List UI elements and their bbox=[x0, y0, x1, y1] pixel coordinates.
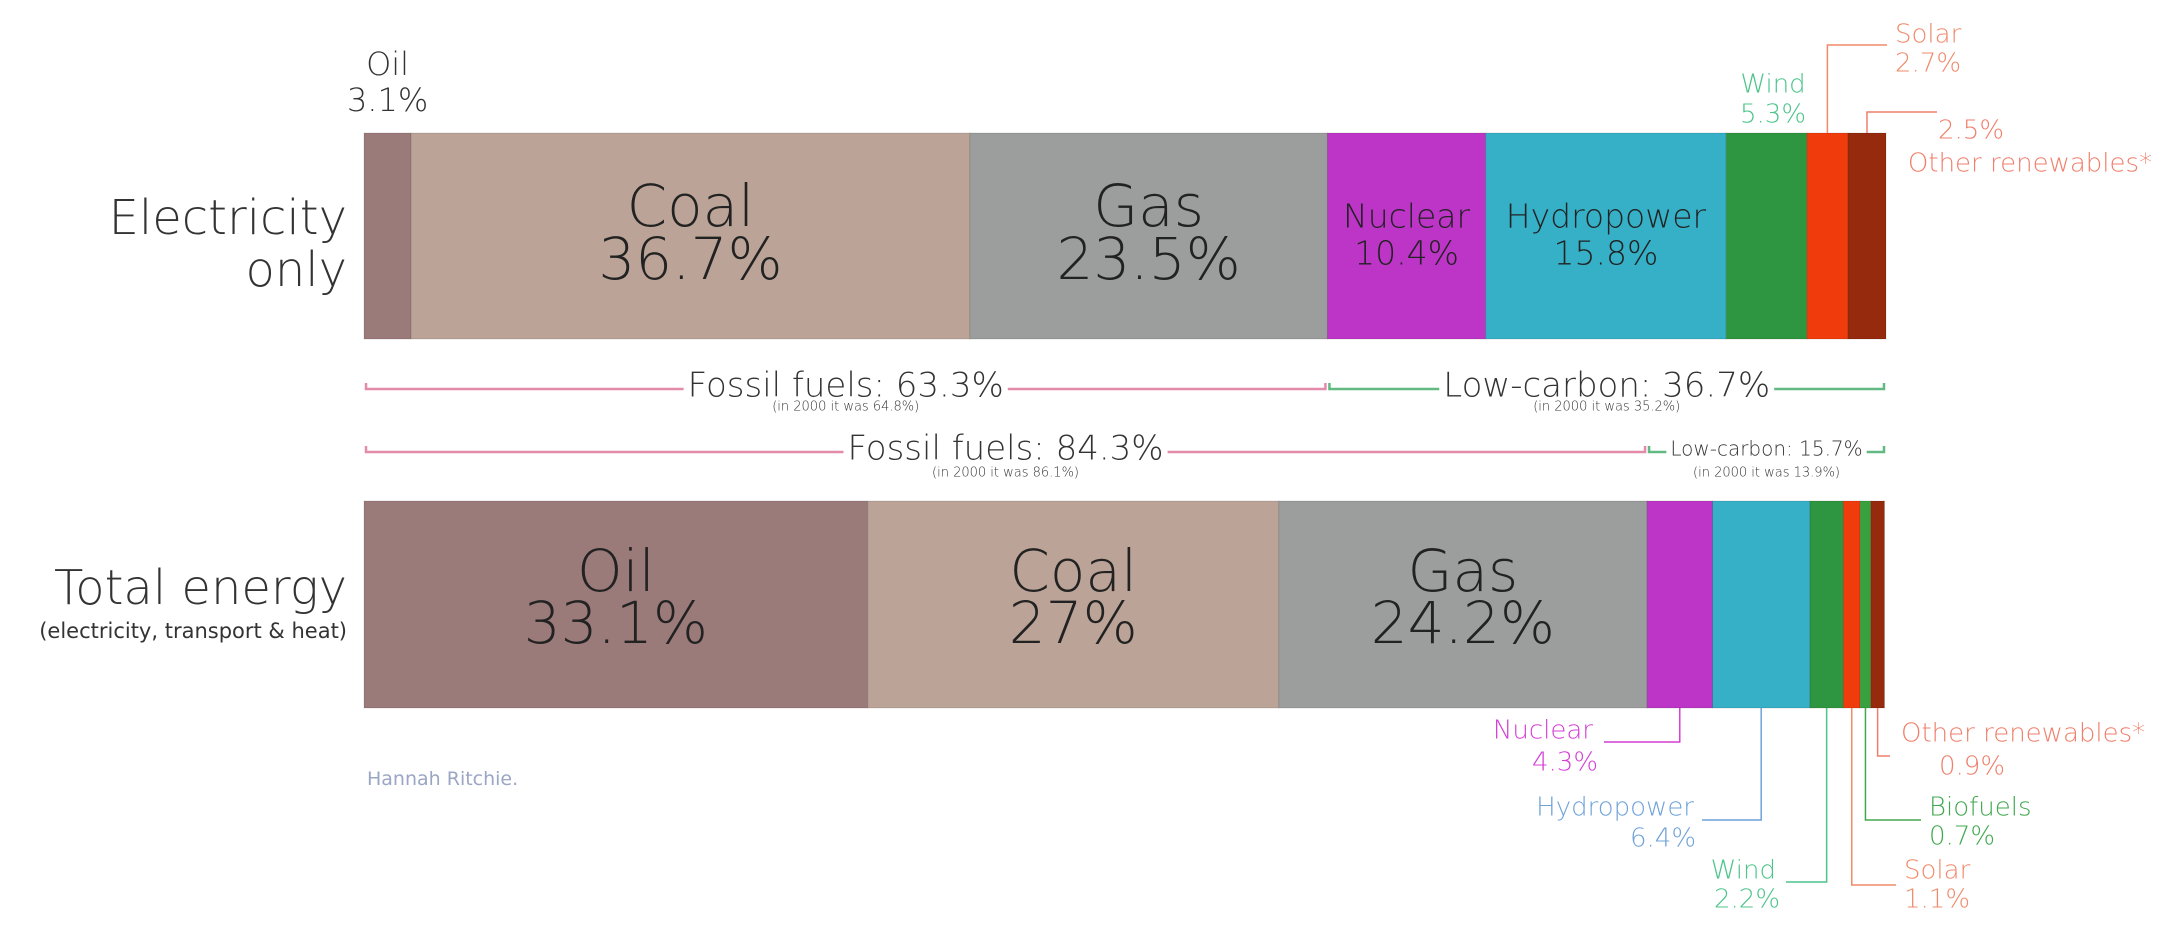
segment-value: 2.5% bbox=[1938, 116, 2004, 146]
leader-line bbox=[1604, 708, 1681, 743]
group-note: (in 2000 it was 13.9%) bbox=[1693, 466, 1840, 481]
segment-value: 23.5% bbox=[1056, 225, 1240, 293]
bar-segment bbox=[867, 500, 1280, 709]
segment-name: Other renewables* bbox=[1901, 719, 2145, 749]
leader-line bbox=[1786, 708, 1828, 883]
group-label: Fossil fuels: 84.3% bbox=[847, 429, 1163, 469]
segment-value: 10.4% bbox=[1354, 234, 1459, 273]
segment-name: Gas bbox=[1093, 172, 1204, 240]
bar-segment bbox=[1870, 500, 1885, 709]
group-label: Fossil fuels: 63.3% bbox=[688, 366, 1004, 406]
category-label: Total energy bbox=[54, 560, 347, 616]
segment-value: 4.3% bbox=[1532, 748, 1598, 778]
bar-segment bbox=[1847, 132, 1887, 340]
group-note: (in 2000 it was 86.1%) bbox=[932, 466, 1079, 481]
leader-line bbox=[1864, 708, 1921, 821]
segment-value: 6.4% bbox=[1630, 824, 1696, 854]
segment-name: Wind bbox=[1711, 856, 1776, 886]
segment-name: Other renewables* bbox=[1908, 149, 2152, 179]
segment-name: Nuclear bbox=[1343, 197, 1470, 236]
bar-segment bbox=[1278, 500, 1648, 709]
group-note: (in 2000 it was 35.2%) bbox=[1533, 400, 1680, 415]
bar-segment bbox=[1809, 500, 1844, 709]
leader-line bbox=[1702, 708, 1762, 821]
bar-segment bbox=[410, 132, 971, 340]
leader-line bbox=[1826, 44, 1887, 133]
leader-line bbox=[1866, 111, 1937, 133]
group-bracket bbox=[364, 383, 1327, 391]
category-label: Electricity only bbox=[108, 190, 347, 298]
bar-segment bbox=[1711, 500, 1811, 709]
group-label: Low-carbon: 36.7% bbox=[1443, 366, 1770, 406]
group-bracket bbox=[364, 446, 1647, 454]
segment-name: Solar bbox=[1904, 856, 1971, 886]
segment-name: Solar bbox=[1895, 20, 1962, 50]
segment-name: Oil bbox=[366, 45, 409, 83]
segment-value: 3.1% bbox=[347, 81, 428, 119]
bar-segment bbox=[1842, 500, 1861, 709]
segment-name: Nuclear bbox=[1493, 716, 1593, 746]
source: Hannah Ritchie. bbox=[367, 768, 519, 790]
category-note: (electricity, transport & heat) bbox=[39, 619, 347, 643]
segment-value: 1.1% bbox=[1904, 885, 1970, 915]
segment-value: 2.2% bbox=[1714, 885, 1780, 915]
bar-segment bbox=[1859, 500, 1872, 709]
bar-segment bbox=[363, 132, 412, 340]
segment-name: Hydropower bbox=[1536, 793, 1694, 823]
segment-name: Oil bbox=[577, 537, 655, 605]
bar-segment bbox=[1725, 132, 1808, 340]
segment-name: Coal bbox=[1009, 537, 1137, 605]
group-note: (in 2000 it was 64.8%) bbox=[772, 400, 919, 415]
segment-name: Hydropower bbox=[1506, 197, 1707, 236]
segment-value: 5.3% bbox=[1740, 100, 1806, 130]
group-bracket bbox=[1328, 383, 1886, 391]
segment-value: 15.8% bbox=[1554, 234, 1659, 273]
bar-segment bbox=[1806, 132, 1849, 340]
segment-name: Gas bbox=[1408, 537, 1519, 605]
segment-name: Biofuels bbox=[1929, 793, 2032, 823]
bar-segment bbox=[1485, 132, 1727, 340]
segment-value: 2.7% bbox=[1895, 49, 1961, 79]
segment-name: Coal bbox=[627, 172, 755, 240]
segment-value: 33.1% bbox=[524, 589, 708, 657]
group-bracket bbox=[1647, 446, 1886, 454]
segment-name: Wind bbox=[1740, 70, 1805, 100]
group-label: Low-carbon: 15.7% bbox=[1670, 437, 1862, 461]
bar-segment bbox=[1646, 500, 1713, 709]
leader-line bbox=[1876, 708, 1890, 757]
segment-value: 36.7% bbox=[598, 225, 782, 293]
leader-line bbox=[1851, 708, 1896, 886]
bar-segment bbox=[969, 132, 1328, 340]
bar-segment bbox=[363, 500, 869, 709]
segment-value: 24.2% bbox=[1371, 589, 1555, 657]
segment-value: 27% bbox=[1009, 589, 1138, 657]
segment-value: 0.9% bbox=[1939, 752, 2005, 782]
segment-value: 0.7% bbox=[1929, 822, 1995, 852]
bar-segment bbox=[1326, 132, 1487, 340]
